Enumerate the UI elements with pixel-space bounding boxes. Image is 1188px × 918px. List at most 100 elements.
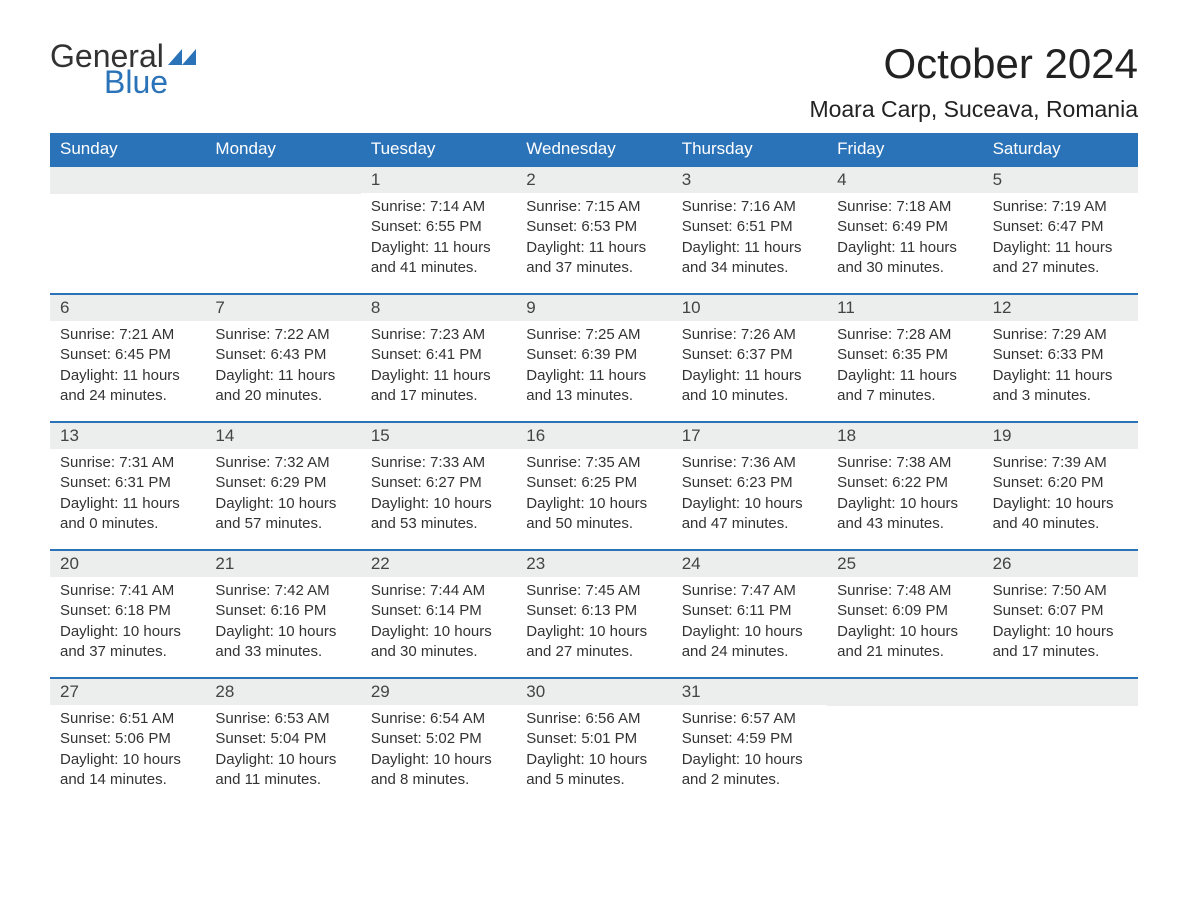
- sunset-text: Sunset: 6:39 PM: [526, 345, 661, 365]
- day-number: 2: [516, 167, 671, 193]
- day-cell: 28Sunrise: 6:53 AMSunset: 5:04 PMDayligh…: [205, 679, 360, 805]
- daylight-text: Daylight: 11 hours and 3 minutes.: [993, 366, 1128, 407]
- day-cell: 26Sunrise: 7:50 AMSunset: 6:07 PMDayligh…: [983, 551, 1138, 677]
- daylight-text: Daylight: 11 hours and 34 minutes.: [682, 238, 817, 279]
- day-number: 20: [50, 551, 205, 577]
- sunset-text: Sunset: 6:33 PM: [993, 345, 1128, 365]
- day-cell: 17Sunrise: 7:36 AMSunset: 6:23 PMDayligh…: [672, 423, 827, 549]
- day-number: 30: [516, 679, 671, 705]
- header: General Blue October 2024 Moara Carp, Su…: [50, 40, 1138, 123]
- week-row: 27Sunrise: 6:51 AMSunset: 5:06 PMDayligh…: [50, 677, 1138, 805]
- day-cell: 31Sunrise: 6:57 AMSunset: 4:59 PMDayligh…: [672, 679, 827, 805]
- sunset-text: Sunset: 6:41 PM: [371, 345, 506, 365]
- daylight-text: Daylight: 10 hours and 11 minutes.: [215, 750, 350, 791]
- weekday-monday: Monday: [205, 133, 360, 165]
- sunset-text: Sunset: 6:35 PM: [837, 345, 972, 365]
- day-number: 14: [205, 423, 360, 449]
- day-number: 7: [205, 295, 360, 321]
- sunset-text: Sunset: 6:47 PM: [993, 217, 1128, 237]
- sunrise-text: Sunrise: 7:23 AM: [371, 325, 506, 345]
- day-body: Sunrise: 7:16 AMSunset: 6:51 PMDaylight:…: [672, 193, 827, 284]
- sunrise-text: Sunrise: 7:25 AM: [526, 325, 661, 345]
- location-label: Moara Carp, Suceava, Romania: [809, 96, 1138, 123]
- weekday-tuesday: Tuesday: [361, 133, 516, 165]
- sunrise-text: Sunrise: 7:21 AM: [60, 325, 195, 345]
- sunset-text: Sunset: 6:09 PM: [837, 601, 972, 621]
- week-row: 20Sunrise: 7:41 AMSunset: 6:18 PMDayligh…: [50, 549, 1138, 677]
- weekday-thursday: Thursday: [672, 133, 827, 165]
- sunrise-text: Sunrise: 7:47 AM: [682, 581, 817, 601]
- week-row: 13Sunrise: 7:31 AMSunset: 6:31 PMDayligh…: [50, 421, 1138, 549]
- day-body: Sunrise: 7:41 AMSunset: 6:18 PMDaylight:…: [50, 577, 205, 668]
- day-cell: 7Sunrise: 7:22 AMSunset: 6:43 PMDaylight…: [205, 295, 360, 421]
- day-cell: 21Sunrise: 7:42 AMSunset: 6:16 PMDayligh…: [205, 551, 360, 677]
- sunset-text: Sunset: 5:04 PM: [215, 729, 350, 749]
- sunset-text: Sunset: 6:55 PM: [371, 217, 506, 237]
- day-cell: 3Sunrise: 7:16 AMSunset: 6:51 PMDaylight…: [672, 167, 827, 293]
- day-number: 5: [983, 167, 1138, 193]
- day-number: 31: [672, 679, 827, 705]
- daylight-text: Daylight: 11 hours and 13 minutes.: [526, 366, 661, 407]
- daylight-text: Daylight: 10 hours and 30 minutes.: [371, 622, 506, 663]
- day-cell: 19Sunrise: 7:39 AMSunset: 6:20 PMDayligh…: [983, 423, 1138, 549]
- sunrise-text: Sunrise: 7:38 AM: [837, 453, 972, 473]
- day-number: 8: [361, 295, 516, 321]
- month-title: October 2024: [809, 40, 1138, 88]
- sunset-text: Sunset: 5:02 PM: [371, 729, 506, 749]
- daylight-text: Daylight: 11 hours and 27 minutes.: [993, 238, 1128, 279]
- day-number: 13: [50, 423, 205, 449]
- daylight-text: Daylight: 10 hours and 43 minutes.: [837, 494, 972, 535]
- sunrise-text: Sunrise: 7:33 AM: [371, 453, 506, 473]
- day-number: 11: [827, 295, 982, 321]
- day-number: 10: [672, 295, 827, 321]
- day-number: 22: [361, 551, 516, 577]
- day-cell: 25 Sunrise: 7:48 AMSunset: 6:09 PMDayligh…: [827, 551, 982, 677]
- day-cell: [205, 167, 360, 293]
- calendar: SundayMondayTuesdayWednesdayThursdayFrid…: [50, 133, 1138, 805]
- sunset-text: Sunset: 6:14 PM: [371, 601, 506, 621]
- day-number-empty: [827, 679, 982, 706]
- daylight-text: Daylight: 11 hours and 0 minutes.: [60, 494, 195, 535]
- day-body: Sunrise: 7:26 AMSunset: 6:37 PMDaylight:…: [672, 321, 827, 412]
- sunrise-text: Sunrise: 7:48 AM: [837, 581, 972, 601]
- logo: General Blue: [50, 40, 196, 98]
- daylight-text: Daylight: 10 hours and 21 minutes.: [837, 622, 972, 663]
- sunset-text: Sunset: 6:07 PM: [993, 601, 1128, 621]
- day-number: 29: [361, 679, 516, 705]
- sunrise-text: Sunrise: 6:54 AM: [371, 709, 506, 729]
- sunset-text: Sunset: 6:45 PM: [60, 345, 195, 365]
- day-number: 25: [827, 551, 982, 577]
- sunset-text: Sunset: 6:13 PM: [526, 601, 661, 621]
- sunrise-text: Sunrise: 7:32 AM: [215, 453, 350, 473]
- daylight-text: Daylight: 10 hours and 17 minutes.: [993, 622, 1128, 663]
- day-cell: 16Sunrise: 7:35 AMSunset: 6:25 PMDayligh…: [516, 423, 671, 549]
- sunrise-text: Sunrise: 7:36 AM: [682, 453, 817, 473]
- day-number: 1: [361, 167, 516, 193]
- day-body: Sunrise: 7:15 AMSunset: 6:53 PMDaylight:…: [516, 193, 671, 284]
- sunset-text: Sunset: 6:43 PM: [215, 345, 350, 365]
- day-body: Sunrise: 6:53 AMSunset: 5:04 PMDaylight:…: [205, 705, 360, 796]
- sunset-text: Sunset: 6:22 PM: [837, 473, 972, 493]
- flag-icon: [168, 47, 196, 67]
- sunrise-text: Sunrise: 7:29 AM: [993, 325, 1128, 345]
- daylight-text: Daylight: 10 hours and 47 minutes.: [682, 494, 817, 535]
- day-cell: 4Sunrise: 7:18 AMSunset: 6:49 PMDaylight…: [827, 167, 982, 293]
- daylight-text: Daylight: 11 hours and 7 minutes.: [837, 366, 972, 407]
- day-number: 18: [827, 423, 982, 449]
- day-cell: 9Sunrise: 7:25 AMSunset: 6:39 PMDaylight…: [516, 295, 671, 421]
- day-body: Sunrise: 7:19 AMSunset: 6:47 PMDaylight:…: [983, 193, 1138, 284]
- day-body: Sunrise: 7:25 AMSunset: 6:39 PMDaylight:…: [516, 321, 671, 412]
- day-number: 4: [827, 167, 982, 193]
- title-block: October 2024 Moara Carp, Suceava, Romani…: [809, 40, 1138, 123]
- sunset-text: Sunset: 5:01 PM: [526, 729, 661, 749]
- sunset-text: Sunset: 6:51 PM: [682, 217, 817, 237]
- daylight-text: Daylight: 10 hours and 24 minutes.: [682, 622, 817, 663]
- sunset-text: Sunset: 6:11 PM: [682, 601, 817, 621]
- day-cell: 1Sunrise: 7:14 AMSunset: 6:55 PMDaylight…: [361, 167, 516, 293]
- day-number: 28: [205, 679, 360, 705]
- daylight-text: Daylight: 10 hours and 57 minutes.: [215, 494, 350, 535]
- daylight-text: Daylight: 11 hours and 41 minutes.: [371, 238, 506, 279]
- day-body: Sunrise: 7:29 AMSunset: 6:33 PMDaylight:…: [983, 321, 1138, 412]
- day-number: 26: [983, 551, 1138, 577]
- daylight-text: Daylight: 11 hours and 30 minutes.: [837, 238, 972, 279]
